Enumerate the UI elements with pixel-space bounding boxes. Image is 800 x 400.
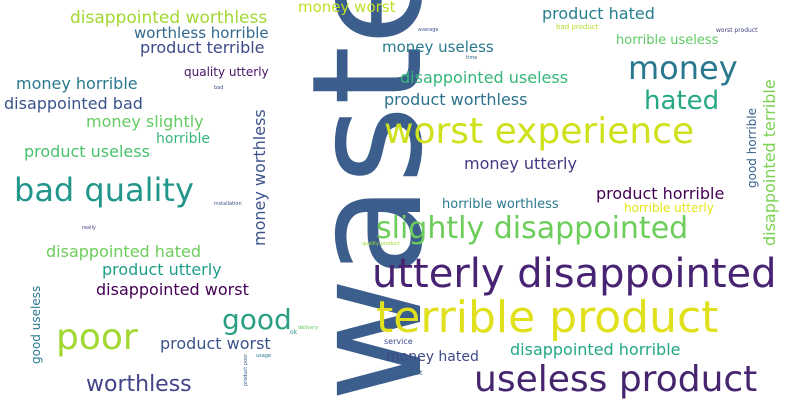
word-disappointed-useless: disappointed useless bbox=[400, 68, 569, 87]
word-hated: hated bbox=[644, 86, 720, 116]
word-money-hated: money hated bbox=[386, 349, 479, 365]
word-quality-utterly: quality utterly bbox=[184, 65, 269, 79]
word-worst-experience: worst experience bbox=[384, 111, 695, 152]
word-terrible-product: terrible product bbox=[376, 292, 719, 343]
word-product-poor: product poor bbox=[243, 353, 249, 386]
word-bad-product: bad product bbox=[556, 23, 599, 31]
word-money-horrible: money horrible bbox=[16, 74, 138, 93]
word-good-useless: good useless bbox=[29, 285, 43, 364]
word-poor: poor bbox=[56, 317, 138, 358]
word-disappointed-hated: disappointed hated bbox=[46, 242, 202, 261]
word-product-utterly: product utterly bbox=[102, 260, 222, 279]
word-worthless-horrible: worthless horrible bbox=[134, 24, 269, 42]
word-service: service bbox=[384, 337, 413, 346]
word-horrible-useless: horrible useless bbox=[616, 33, 719, 48]
word-usage: usage bbox=[256, 353, 272, 359]
word-good-horrible: good horrible bbox=[745, 107, 759, 188]
word-product-horrible: product horrible bbox=[596, 184, 725, 203]
word-bad: bad bbox=[214, 85, 224, 91]
word-horrible-utterly: horrible utterly bbox=[624, 201, 714, 215]
word-utterly-disappointed: utterly disappointed bbox=[372, 251, 777, 297]
word-money-worst: money worst bbox=[298, 0, 396, 16]
word-product-useless: product useless bbox=[24, 142, 150, 161]
word-quality-product: quality product bbox=[362, 241, 400, 247]
word-money-useless: money useless bbox=[382, 38, 494, 56]
word-disappointed-horrible: disappointed horrible bbox=[510, 340, 681, 359]
word-horrible: horrible bbox=[156, 131, 210, 147]
word-flipkart: flipkart bbox=[398, 369, 423, 377]
word-time: time bbox=[466, 55, 478, 61]
word-money-slightly: money slightly bbox=[86, 112, 204, 131]
word-product-terrible: product terrible bbox=[140, 38, 265, 57]
word-slightly-disappointed: slightly disappointed bbox=[376, 211, 689, 246]
word-good: good bbox=[222, 303, 292, 336]
word-money-utterly: money utterly bbox=[464, 154, 577, 173]
word-money-worthless: money worthless bbox=[250, 109, 269, 246]
word-horrible-worthless: horrible worthless bbox=[442, 197, 559, 212]
word-delivery: delivery bbox=[298, 325, 319, 331]
word-ok: ok bbox=[290, 329, 298, 336]
word-worthless: worthless bbox=[86, 372, 192, 397]
word-worst-product: worst product bbox=[716, 27, 758, 34]
word-product-worst: product worst bbox=[160, 334, 271, 353]
word-average: average bbox=[418, 27, 439, 33]
word-disappointed-worst: disappointed worst bbox=[96, 280, 249, 299]
word-useless-product: useless product bbox=[474, 359, 758, 400]
word-product-hated: product hated bbox=[542, 4, 655, 23]
word-product-worthless: product worthless bbox=[384, 90, 528, 109]
word-disappointed-terrible: disappointed terrible bbox=[760, 79, 779, 246]
word-disappointed-worthless: disappointed worthless bbox=[70, 8, 268, 28]
word-disappointed-bad: disappointed bad bbox=[4, 94, 143, 113]
word-installation: installation bbox=[214, 201, 242, 207]
word-money: money bbox=[628, 49, 738, 87]
word-really: really bbox=[82, 225, 96, 231]
word-bad-quality: bad quality bbox=[14, 171, 194, 209]
